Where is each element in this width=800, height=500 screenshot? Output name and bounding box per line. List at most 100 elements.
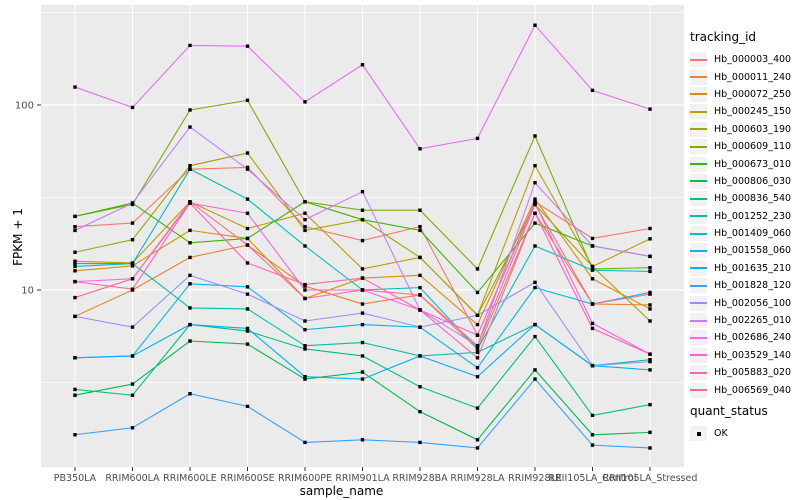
data-point-marker [475,313,480,317]
data-point-marker [188,339,192,343]
legend-key [690,278,707,294]
data-point-marker [418,354,422,358]
legend-key [690,330,707,346]
data-point-marker [360,63,365,67]
data-point-marker [73,264,77,269]
data-point-marker [360,311,365,315]
legend-line-swatch-icon [690,76,707,79]
data-point-marker [533,181,537,185]
legend-entry: Hb_001409_060 [690,225,798,242]
quant-legend-title: quant_status [690,404,768,418]
legend-line-swatch-icon [690,232,707,235]
data-point-marker [475,290,480,295]
legend-entry: Hb_005883_020 [690,364,798,381]
quant-ok-label: OK [714,428,728,440]
data-point-marker [303,374,307,379]
legend-entry-label: Hb_002056_100 [714,297,792,309]
data-point-marker [590,433,595,437]
data-point-marker [475,267,480,271]
legend-entry-label: Hb_000245_150 [714,106,792,118]
data-point-marker [73,261,77,266]
legend-entry: Hb_002056_100 [690,294,798,311]
quant-legend-key [690,426,707,442]
data-point-marker [303,296,307,301]
data-point-marker [648,368,652,372]
data-point-marker [360,354,365,358]
data-point-marker [245,151,250,155]
data-point-marker [533,197,537,201]
data-point-marker [648,265,652,270]
data-point-marker [360,238,365,243]
data-point-marker [130,325,135,329]
data-point-marker [360,208,365,212]
data-point-marker [590,321,595,326]
data-point-marker [245,197,250,201]
data-point-marker [475,446,480,450]
legend-line-swatch-icon [690,302,707,305]
x-tick-label: RRIM928BA [392,473,448,484]
legend-line-swatch-icon [690,284,707,287]
x-tick-label: RRII105LA_Control [548,473,636,484]
legend-key [690,52,707,68]
legend-entry-label: Hb_000003_400 [714,54,792,66]
data-point-marker [188,43,192,48]
data-point-marker [648,402,652,407]
data-point-marker [648,319,652,323]
legend-entry-label: Hb_000603_190 [714,123,792,135]
data-point-marker [245,342,250,346]
data-point-marker [130,354,135,358]
data-point-marker [73,224,77,229]
data-point-marker [533,163,537,168]
x-tick-label: RRIM928LA [450,473,505,484]
legend-entry: Hb_000603_190 [690,121,798,138]
data-point-marker [303,328,307,332]
legend-line-swatch-icon [690,319,707,322]
data-point-marker [73,387,77,392]
data-point-marker [130,287,135,291]
data-point-marker [360,288,365,292]
data-point-marker [303,440,307,445]
legend-line-swatch-icon [690,389,707,392]
data-point-marker [648,352,652,356]
data-point-marker [73,228,77,233]
legend-entry: Hb_002686_240 [690,329,798,346]
legend-entry-label: Hb_000609_110 [714,141,792,153]
data-point-marker [188,282,192,286]
legend-line-swatch-icon [690,128,707,131]
legend-entry-label: Hb_000011_240 [714,71,792,83]
legend-key [690,156,707,172]
legend-key [690,365,707,381]
data-point-marker [590,244,595,248]
data-point-marker [188,306,192,310]
data-point-marker [303,244,307,248]
legend-key [690,347,707,363]
legend-key [690,295,707,311]
data-point-marker [130,382,135,386]
data-point-marker [245,307,250,311]
legend-key [690,86,707,102]
data-point-marker [130,426,135,430]
x-tick-label: RRIM600LE [163,473,217,484]
data-point-marker [418,440,422,445]
legend-entry-label: Hb_003529_140 [714,349,792,361]
data-point-marker [533,322,537,327]
legend-entry: Hb_000245_150 [690,103,798,120]
legend-key [690,260,707,276]
data-point-marker [533,202,537,207]
data-point-marker [360,377,365,381]
legend-entry-label: Hb_000673_010 [714,158,792,170]
data-point-marker [360,302,365,306]
data-point-marker [245,167,250,171]
data-point-marker [73,393,77,397]
y-axis-title: FPKM + 1 [11,208,25,266]
data-point-marker [130,264,135,268]
legend-key [690,191,707,207]
data-point-marker [475,343,480,348]
data-point-marker [418,255,422,260]
data-point-marker [475,136,480,141]
data-point-marker [648,226,652,231]
data-point-marker [418,385,422,389]
legend-entry-label: Hb_001828_120 [714,280,792,292]
legend-line-swatch-icon [690,249,707,252]
